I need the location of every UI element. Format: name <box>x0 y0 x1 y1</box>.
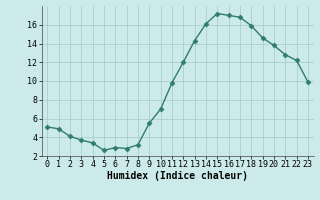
X-axis label: Humidex (Indice chaleur): Humidex (Indice chaleur) <box>107 171 248 181</box>
